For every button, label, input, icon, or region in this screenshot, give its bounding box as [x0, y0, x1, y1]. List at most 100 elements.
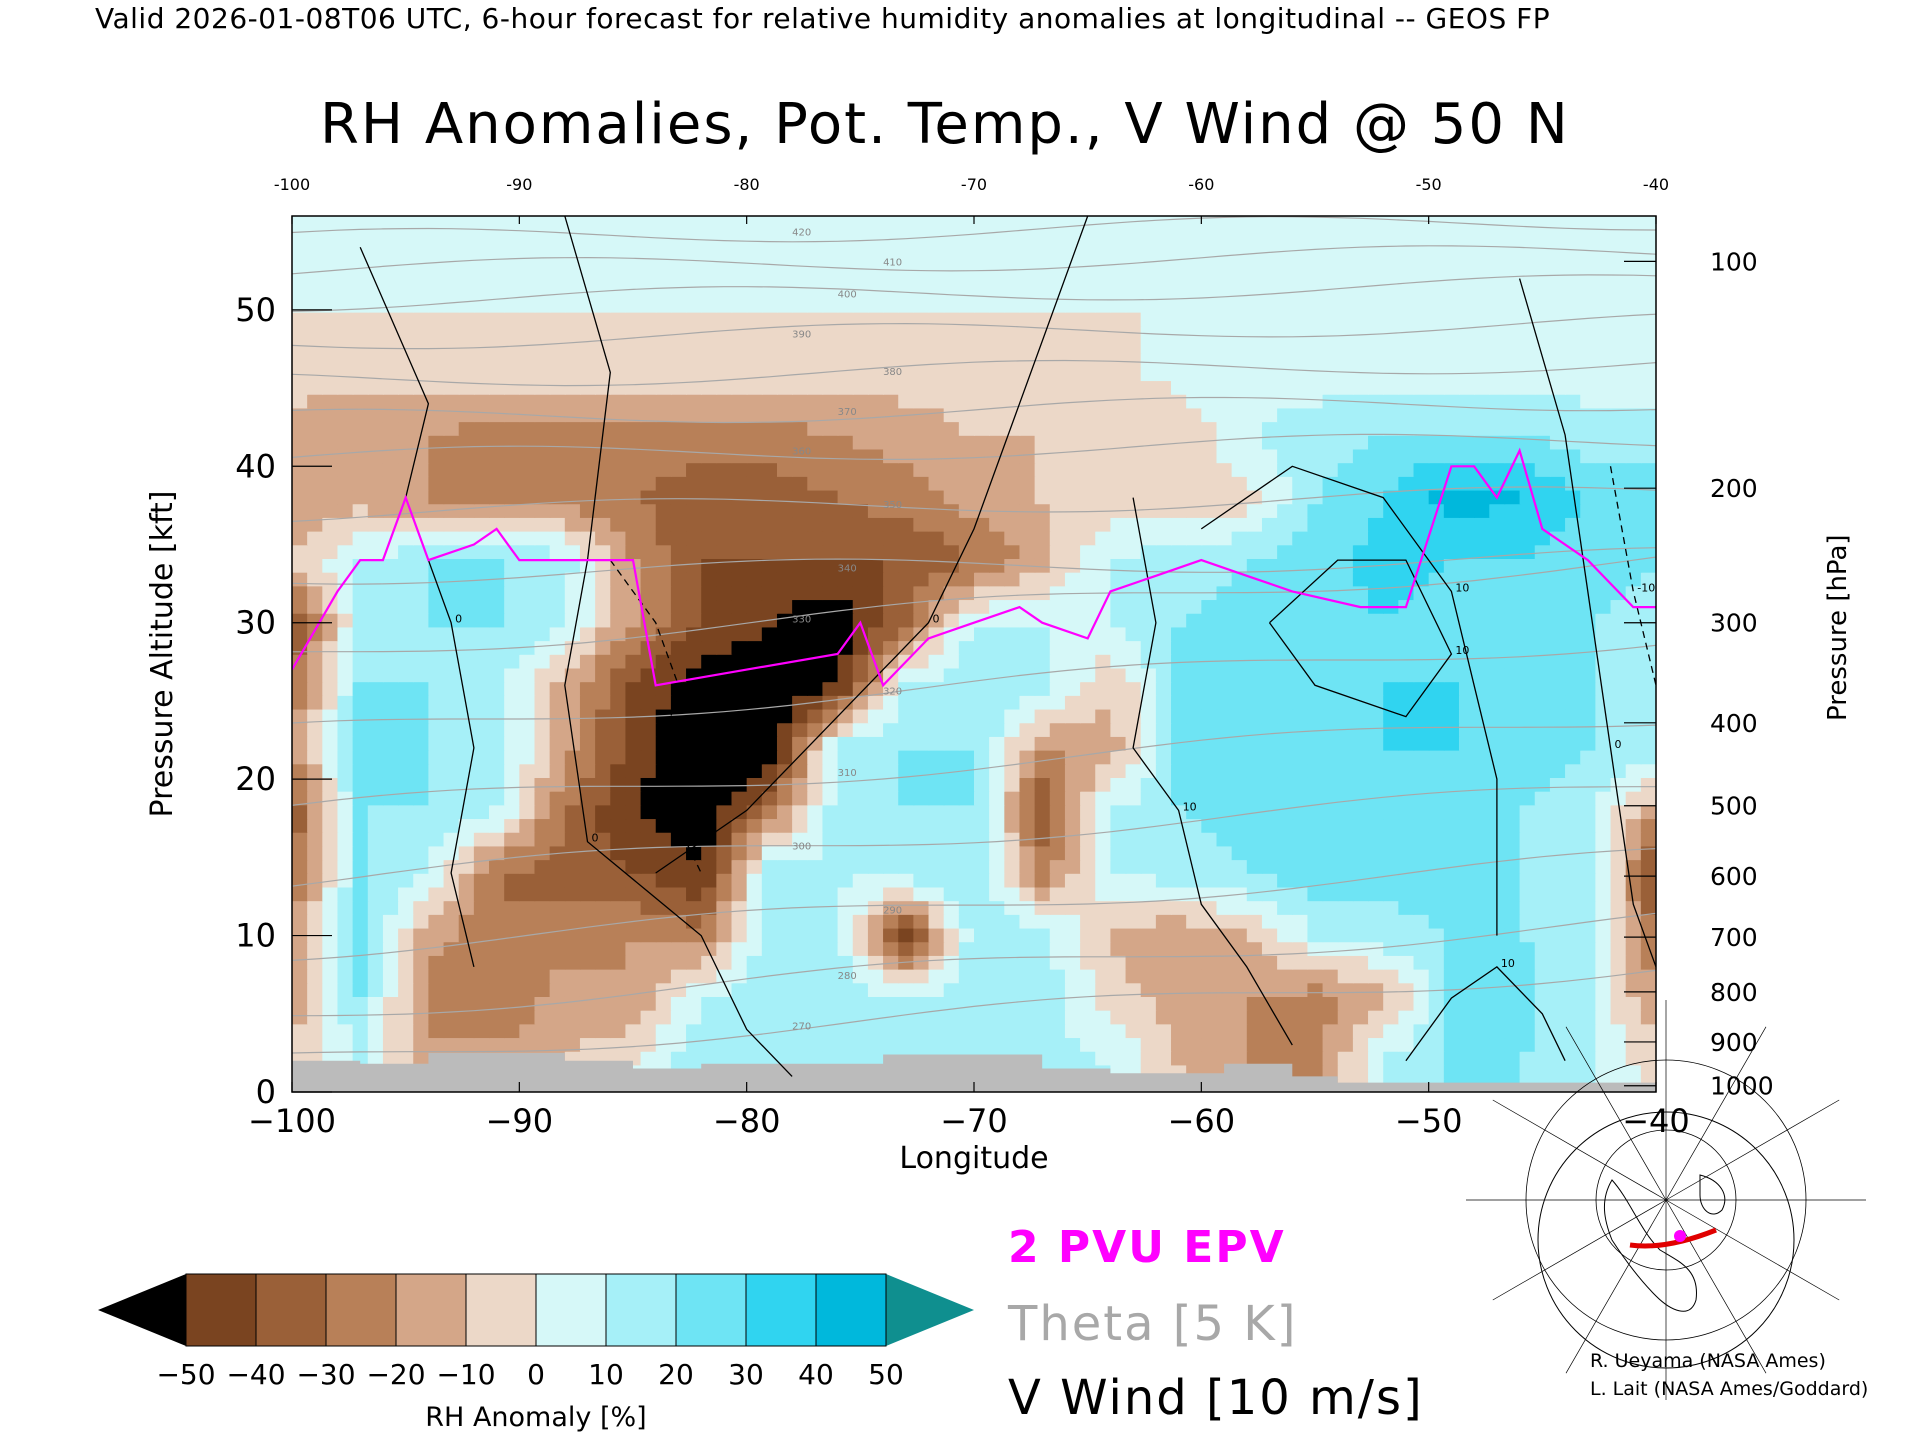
- rh-anomaly-cell: [428, 736, 445, 751]
- rh-anomaly-cell: [1231, 722, 1248, 737]
- rh-anomaly-cell: [928, 790, 945, 806]
- rh-anomaly-cell: [292, 517, 308, 532]
- rh-anomaly-cell: [1261, 421, 1278, 436]
- rh-anomaly-cell: [898, 790, 915, 806]
- rh-anomaly-cell: [443, 476, 460, 491]
- rh-anomaly-cell: [595, 777, 612, 792]
- rh-anomaly-cell: [1383, 955, 1400, 970]
- rh-anomaly-cell: [1610, 722, 1627, 737]
- rh-anomaly-cell: [398, 886, 415, 902]
- rh-anomaly-cell: [595, 585, 612, 601]
- rh-anomaly-cell: [1171, 845, 1187, 861]
- rh-anomaly-cell: [352, 777, 369, 792]
- rh-anomaly-cell: [1292, 968, 1309, 984]
- rh-anomaly-cell: [1625, 1023, 1642, 1039]
- rh-anomaly-cell: [1277, 804, 1294, 820]
- rh-anomaly-cell: [1504, 421, 1521, 436]
- rh-anomaly-cell: [307, 366, 324, 382]
- rh-anomaly-cell: [307, 968, 324, 984]
- rh-anomaly-cell: [655, 640, 672, 655]
- rh-anomaly-cell: [746, 654, 763, 669]
- rh-anomaly-cell: [1064, 873, 1081, 888]
- rh-anomaly-cell: [322, 476, 339, 491]
- rh-anomaly-cell: [292, 352, 308, 368]
- rh-anomaly-cell: [1625, 996, 1642, 1011]
- rh-anomaly-cell: [1231, 407, 1248, 423]
- rh-anomaly-cell: [473, 476, 490, 491]
- rh-anomaly-cell: [1140, 544, 1157, 559]
- rh-anomaly-cell: [428, 818, 445, 833]
- rh-anomaly-cell: [867, 859, 884, 874]
- rh-anomaly-cell: [382, 763, 399, 778]
- rh-anomaly-cell: [1322, 476, 1339, 491]
- rh-anomaly-cell: [822, 736, 839, 751]
- rh-anomaly-cell: [1140, 996, 1157, 1011]
- rh-anomaly-cell: [307, 722, 324, 737]
- rh-anomaly-cell: [352, 462, 369, 477]
- rh-anomaly-cell: [1307, 448, 1324, 464]
- rh-anomaly-cell: [1519, 558, 1536, 573]
- rh-anomaly-cell: [1368, 1037, 1384, 1052]
- rh-anomaly-cell: [1443, 612, 1460, 628]
- rh-anomaly-cell: [367, 859, 384, 874]
- rh-anomaly-cell: [382, 626, 399, 642]
- rh-anomaly-cell: [1049, 489, 1066, 505]
- rh-anomaly-cell: [928, 695, 945, 710]
- rh-anomaly-cell: [761, 831, 778, 847]
- rh-anomaly-cell: [1474, 599, 1491, 614]
- rh-anomaly-cell: [473, 982, 490, 997]
- rh-anomaly-cell: [1352, 859, 1369, 874]
- rh-anomaly-cell: [1216, 612, 1233, 628]
- rh-anomaly-cell: [443, 749, 460, 765]
- rh-anomaly-cell: [1231, 558, 1248, 573]
- rh-anomaly-cell: [1004, 708, 1021, 724]
- rh-anomaly-cell: [776, 530, 793, 546]
- rh-anomaly-cell: [1155, 640, 1172, 655]
- rh-anomaly-cell: [1140, 558, 1157, 573]
- rh-anomaly-cell: [1064, 777, 1081, 792]
- rh-anomaly-cell: [989, 1009, 1006, 1025]
- rh-anomaly-cell: [1261, 393, 1278, 409]
- rh-anomaly-cell: [640, 749, 657, 765]
- rh-anomaly-cell: [1064, 366, 1081, 382]
- rh-anomaly-cell: [382, 1037, 399, 1052]
- rh-anomaly-cell: [1610, 435, 1627, 450]
- rh-anomaly-cell: [1095, 1009, 1112, 1025]
- rh-anomaly-cell: [761, 1023, 778, 1039]
- rh-anomaly-cell: [564, 831, 581, 847]
- rh-anomaly-cell: [989, 558, 1006, 573]
- rh-anomaly-cell: [382, 722, 399, 737]
- rh-anomaly-cell: [1443, 517, 1460, 532]
- rh-anomaly-cell: [686, 585, 702, 601]
- rh-anomaly-cell: [837, 544, 854, 559]
- rh-anomaly-cell: [1640, 873, 1656, 888]
- rh-anomaly-cell: [458, 571, 475, 587]
- rh-anomaly-cell: [549, 886, 566, 902]
- rh-anomaly-cell: [974, 818, 990, 833]
- rh-anomaly-cell: [640, 1023, 657, 1039]
- rh-anomaly-cell: [1565, 914, 1582, 929]
- rh-anomaly-cell: [1095, 667, 1112, 683]
- rh-anomaly-cell: [1489, 407, 1506, 423]
- rh-anomaly-cell: [1565, 599, 1582, 614]
- rh-anomaly-cell: [1640, 681, 1656, 696]
- rh-anomaly-cell: [1428, 626, 1445, 642]
- rh-anomaly-cell: [1201, 763, 1218, 778]
- rh-anomaly-cell: [443, 462, 460, 477]
- rh-anomaly-cell: [928, 667, 945, 683]
- rh-anomaly-cell: [1231, 599, 1248, 614]
- rh-anomaly-cell: [519, 968, 536, 984]
- rh-anomaly-cell: [1352, 695, 1369, 710]
- rh-anomaly-cell: [1580, 476, 1597, 491]
- rh-anomaly-cell: [489, 352, 505, 368]
- rh-anomaly-cell: [352, 476, 369, 491]
- rh-anomaly-cell: [1625, 448, 1642, 464]
- rh-anomaly-cell: [1398, 503, 1415, 518]
- rh-anomaly-cell: [1034, 558, 1051, 573]
- rh-anomaly-cell: [1534, 941, 1551, 956]
- rh-anomaly-cell: [1625, 681, 1642, 696]
- rh-anomaly-cell: [1398, 886, 1415, 902]
- rh-anomaly-cell: [382, 352, 399, 368]
- rh-anomaly-cell: [1140, 339, 1157, 354]
- rh-anomaly-cell: [1549, 1023, 1566, 1039]
